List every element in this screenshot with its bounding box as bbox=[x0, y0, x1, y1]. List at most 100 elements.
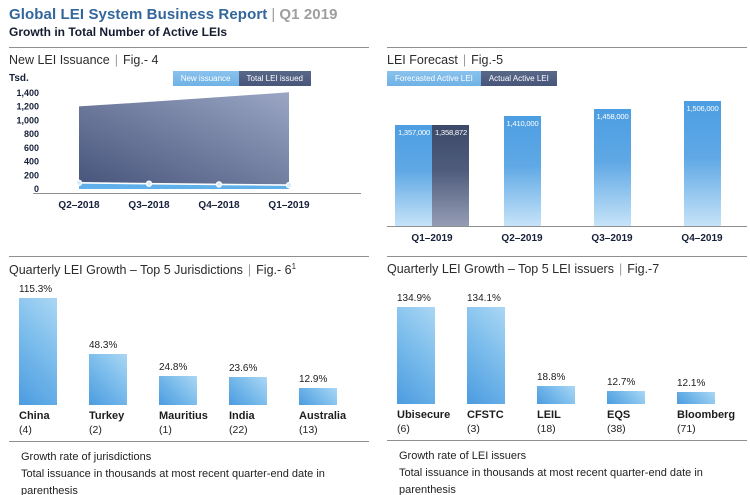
category-label: Bloomberg bbox=[677, 409, 736, 421]
chart-title: Quarterly LEI Growth – Top 5 Jurisdictio… bbox=[9, 263, 243, 278]
growth-value-label: 18.8% bbox=[537, 372, 566, 383]
bar-column-china: 115.3% China (4) bbox=[19, 279, 89, 436]
area-new-issuance bbox=[79, 182, 289, 189]
bar-column-mauritius: 24.8% Mauritius (1) bbox=[159, 279, 229, 436]
growth-value-label: 23.6% bbox=[229, 363, 258, 375]
panel-new-lei-issuance: New LEI Issuance | Fig.- 4 Tsd. New issuan… bbox=[9, 47, 369, 244]
y-axis-tick: 0 bbox=[34, 184, 39, 194]
bar-column-eqs: 12.7% EQS (38) bbox=[607, 278, 677, 435]
bar-group-q3–2019: 1,458,000 bbox=[567, 109, 657, 226]
forecast-bar: 1,506,000 bbox=[683, 101, 721, 226]
total-issuance-label: (3) bbox=[467, 423, 480, 435]
bar-chart-jurisdictions: 115.3% China (4) 48.3% Turkey (2) 24.8% … bbox=[9, 279, 369, 436]
title-separator: | bbox=[271, 6, 276, 23]
x-axis-label: Q4–2019 bbox=[681, 233, 723, 244]
total-issuance-label: (13) bbox=[299, 424, 318, 437]
report-title: Global LEI System Business Report bbox=[9, 6, 268, 23]
legend-item-total-lei-issued: Total LEI issued bbox=[238, 70, 311, 86]
y-axis-tick: 200 bbox=[24, 170, 39, 180]
growth-value-label: 115.3% bbox=[19, 284, 53, 296]
panel-title-fig5: LEI Forecast | Fig.-5 bbox=[387, 53, 747, 67]
x-axis-label: Q3–2019 bbox=[591, 233, 633, 244]
legend-item-forecasted-active-lei: Forecasted Active LEI bbox=[387, 71, 481, 86]
panel-top5-lei-issuers: Quarterly LEI Growth – Top 5 LEI issuers… bbox=[387, 256, 747, 495]
actual-bar: 1,358,872 bbox=[432, 125, 469, 226]
bar-value-label: 1,458,000 bbox=[596, 112, 629, 121]
total-issuance-label: (1) bbox=[159, 424, 172, 437]
growth-bar bbox=[229, 377, 267, 406]
x-axis-label: Q1–2019 bbox=[268, 200, 310, 211]
figure-number: Fig.-5 bbox=[471, 53, 504, 67]
title-pipe: | bbox=[618, 262, 623, 276]
x-axis-label: Q2–2018 bbox=[58, 200, 100, 211]
divider-line bbox=[9, 441, 369, 443]
growth-bar bbox=[537, 386, 575, 404]
bar-value-label: 1,358,872 bbox=[435, 128, 467, 137]
data-point-marker bbox=[75, 179, 83, 187]
footnote-marker: 1 bbox=[291, 262, 297, 271]
growth-value-label: 12.9% bbox=[299, 374, 328, 386]
bar-group-q2–2019: 1,410,000 bbox=[477, 116, 567, 226]
growth-bar bbox=[159, 376, 197, 406]
growth-value-label: 134.1% bbox=[467, 293, 501, 304]
figure-number: Fig.- 4 bbox=[123, 53, 159, 67]
caption-line: Growth rate of jurisdictions bbox=[21, 451, 152, 464]
x-axis-label: Q3–2018 bbox=[128, 200, 170, 211]
growth-value-label: 24.8% bbox=[159, 362, 188, 374]
figure-number: Fig.- 61 bbox=[256, 262, 297, 278]
panel-title-fig4: New LEI Issuance | Fig.- 4 bbox=[9, 53, 369, 67]
divider-line bbox=[387, 440, 747, 441]
bar-value-label: 1,506,000 bbox=[686, 104, 719, 113]
y-axis-tick: 1,000 bbox=[16, 115, 39, 125]
forecast-bar: 1,458,000 bbox=[593, 109, 631, 226]
total-issuance-label: (6) bbox=[397, 423, 410, 435]
chart-title: Quarterly LEI Growth – Top 5 LEI issuers bbox=[387, 262, 614, 276]
bar-chart-lei-forecast: 1,357,000 1,358,872 1,410,000 1,458,000 1,50… bbox=[387, 94, 747, 226]
bar-value-label: 1,410,000 bbox=[506, 119, 539, 128]
category-label: India bbox=[229, 410, 255, 423]
bar-column-india: 23.6% India (22) bbox=[229, 279, 299, 436]
title-pipe: | bbox=[247, 263, 252, 278]
x-axis-label: Q4–2018 bbox=[198, 200, 240, 211]
category-label: China bbox=[19, 410, 50, 423]
legend-fig5: Forecasted Active LEI Actual Active LEI bbox=[387, 71, 747, 86]
y-axis-tick: 400 bbox=[24, 157, 39, 167]
y-axis-tick: 800 bbox=[24, 129, 39, 139]
x-axis-label: Q2–2019 bbox=[501, 233, 543, 244]
growth-bar bbox=[397, 307, 435, 404]
growth-bar bbox=[607, 391, 645, 404]
total-issuance-label: (18) bbox=[537, 423, 556, 435]
panel-lei-forecast: LEI Forecast | Fig.-5 Forecasted Active LE… bbox=[387, 47, 747, 244]
category-label: Australia bbox=[299, 410, 347, 423]
forecast-bar: 1,357,000 bbox=[395, 125, 432, 226]
caption-line: Total issuance in thousands at most rece… bbox=[21, 468, 325, 495]
legend-fig4: New issuance Total LEI issued bbox=[172, 70, 311, 86]
bar-column-turkey: 48.3% Turkey (2) bbox=[89, 279, 159, 436]
bar-column-bloomberg: 12.1% Bloomberg (71) bbox=[677, 278, 747, 435]
growth-bar bbox=[677, 392, 715, 404]
x-axis-label: Q1–2019 bbox=[411, 233, 453, 244]
chart-title: LEI Forecast bbox=[387, 53, 458, 67]
legend-item-actual-active-lei: Actual Active LEI bbox=[480, 71, 557, 86]
title-pipe: | bbox=[462, 53, 467, 67]
chart-title: New LEI Issuance bbox=[9, 53, 110, 67]
bar-value-label: 1,357,000 bbox=[398, 128, 430, 137]
growth-bar bbox=[467, 307, 505, 404]
growth-value-label: 134.9% bbox=[397, 293, 431, 304]
bar-chart-lei-issuers: 134.9% Ubisecure (6) 134.1% CFSTC (3) 18… bbox=[387, 278, 747, 435]
x-axis-labels-fig5: Q1–2019 Q2–2019 Q3–2019 Q4–2019 bbox=[387, 226, 747, 244]
category-label: Ubisecure bbox=[397, 409, 451, 421]
caption-line: Total issuance in thousands at most rece… bbox=[399, 467, 703, 495]
total-issuance-label: (4) bbox=[19, 424, 32, 437]
report-period: Q1 2019 bbox=[279, 6, 338, 23]
area-chart-new-lei-issuance: 0 200 400 600 800 1,000 1,200 1,400 Q2–2018 Q3–20… bbox=[9, 86, 369, 216]
panel-title-fig6: Quarterly LEI Growth – Top 5 Jurisdictio… bbox=[9, 262, 369, 277]
area-total-lei-issued bbox=[79, 92, 289, 189]
total-issuance-label: (2) bbox=[89, 424, 102, 437]
growth-value-label: 48.3% bbox=[89, 340, 118, 352]
caption-line: Growth rate of LEI issuers bbox=[399, 450, 527, 462]
y-axis-tick: 1,200 bbox=[16, 102, 39, 112]
report-subtitle: Growth in Total Number of Active LEIs bbox=[9, 25, 228, 39]
title-pipe: | bbox=[114, 53, 118, 67]
